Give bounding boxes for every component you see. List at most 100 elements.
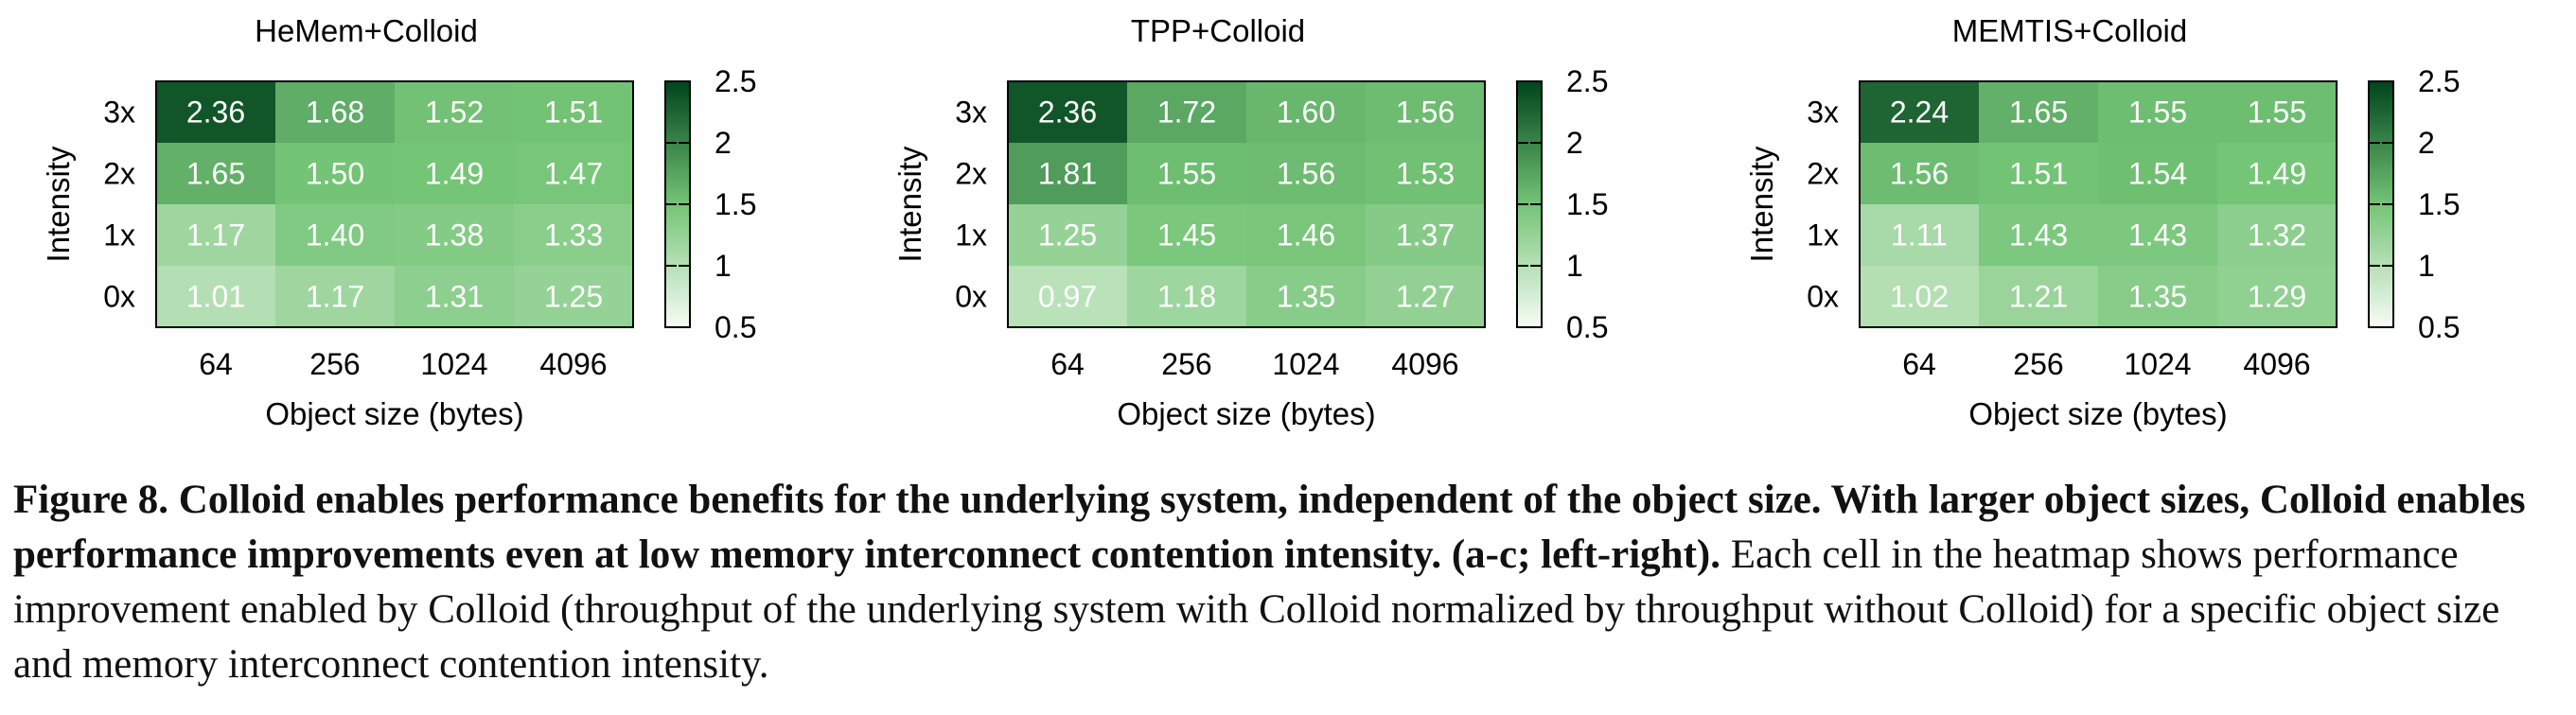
heatmap-cell: [2098, 204, 2217, 266]
colorbar-tick-label: 1: [2418, 249, 2435, 283]
figure-caption: Figure 8. Colloid enables performance be…: [13, 473, 2563, 692]
cell-value-label: 1.50: [306, 157, 364, 191]
cell-value-label: 1.40: [306, 218, 364, 253]
colorbar-tick-label: 2: [1566, 126, 1583, 160]
y-tick-label: 0x: [955, 280, 987, 314]
x-tick-label: 256: [309, 347, 360, 381]
cell-value-label: 1.46: [1277, 218, 1335, 253]
cell-value-label: 1.35: [2128, 280, 2187, 314]
x-tick-label: 4096: [1391, 347, 1458, 381]
cell-value-label: 1.49: [2248, 157, 2306, 191]
heatmap-cell: [2098, 143, 2217, 204]
cell-value-label: 1.49: [425, 157, 484, 191]
heatmap-cell: [395, 143, 514, 204]
x-tick-label: 64: [1902, 347, 1936, 381]
caption-bold: Figure 8. Colloid enables performance be…: [13, 478, 2526, 577]
x-tick-label: 1024: [420, 347, 487, 381]
heatmap-cell: [1366, 204, 1485, 266]
x-axis-label: Object size (bytes): [265, 396, 523, 431]
y-tick-label: 1x: [103, 218, 135, 253]
x-tick-label: 4096: [2243, 347, 2310, 381]
x-tick-label: 256: [1161, 347, 1211, 381]
heatmap-cell: [2217, 81, 2337, 143]
cell-value-label: 1.56: [1396, 96, 1455, 130]
heatmap-cell: [2098, 81, 2217, 143]
cell-value-label: 1.17: [186, 218, 245, 253]
y-tick-label: 3x: [955, 96, 987, 130]
heatmap-cell: [1246, 204, 1366, 266]
heatmap-cell: [2217, 143, 2337, 204]
heatmap-cell: [1366, 81, 1485, 143]
colorbar-tick-label: 0.5: [2418, 310, 2460, 344]
heatmap-cell: [514, 143, 633, 204]
caption-text: Each cell in the heatmap shows performan…: [13, 532, 2500, 687]
heatmap-cell: [1008, 143, 1127, 204]
colorbar-tick-label: 2.5: [2418, 64, 2460, 98]
heatmap-cell: [1366, 143, 1485, 204]
heatmap-cell: [1860, 266, 1979, 327]
colorbar-tick-label: 0.5: [1566, 310, 1608, 344]
chart-title: TPP+Colloid: [1131, 13, 1305, 48]
heatmap-cell: [2217, 204, 2337, 266]
cell-value-label: 1.35: [1277, 280, 1335, 314]
cell-value-label: 1.51: [544, 96, 603, 130]
cell-value-label: 1.37: [1396, 218, 1455, 253]
cell-value-label: 1.45: [1157, 218, 1216, 253]
cell-value-label: 1.43: [2009, 218, 2068, 253]
cell-value-label: 1.54: [2128, 157, 2187, 191]
colorbar-tick-label: 1.5: [2418, 187, 2460, 221]
cell-value-label: 1.56: [1277, 157, 1335, 191]
cell-value-label: 1.55: [2248, 96, 2306, 130]
heatmap-cell: [275, 204, 395, 266]
cell-value-label: 1.31: [425, 280, 484, 314]
colorbar-tick-label: 1.5: [715, 187, 756, 221]
cell-value-label: 2.24: [1890, 96, 1949, 130]
heatmap-cell: [156, 204, 275, 266]
heatmap-cell: [1008, 266, 1127, 327]
heatmap-panel-tpp: TPP+Colloid 2.36 1.72 1.60 1.56 1.81 1.55 1.56 1…: [892, 13, 1608, 431]
y-axis-label: Intensity: [1744, 146, 1779, 262]
cell-value-label: 0.97: [1038, 280, 1097, 314]
y-tick-label: 1x: [1807, 218, 1839, 253]
heatmap-cell: [514, 266, 633, 327]
chart-title: HeMem+Colloid: [255, 13, 478, 48]
cell-value-label: 1.65: [2009, 96, 2068, 130]
colorbar-tick-label: 1: [715, 249, 732, 283]
cell-value-label: 1.60: [1277, 96, 1335, 130]
y-tick-label: 1x: [955, 218, 987, 253]
heatmap-cell: [395, 266, 514, 327]
heatmap-border: [155, 80, 634, 328]
heatmap-border: [1007, 80, 1486, 328]
cell-value-label: 1.56: [1890, 157, 1949, 191]
x-axis-label: Object size (bytes): [1117, 396, 1375, 431]
x-axis-label: Object size (bytes): [1968, 396, 2227, 431]
heatmap-cell: [1127, 143, 1246, 204]
cell-value-label: 1.68: [306, 96, 364, 130]
heatmap-cell: [1979, 81, 2098, 143]
y-tick-label: 2x: [1807, 157, 1839, 191]
cell-value-label: 2.36: [1038, 96, 1097, 130]
cell-value-label: 1.51: [2009, 157, 2068, 191]
colorbar-tick-label: 1: [1566, 249, 1583, 283]
cell-value-label: 1.18: [1157, 280, 1216, 314]
heatmap-cell: [514, 204, 633, 266]
cell-value-label: 1.53: [1396, 157, 1455, 191]
x-tick-label: 1024: [1272, 347, 1339, 381]
heatmap-cell: [2217, 266, 2337, 327]
cell-value-label: 1.25: [1038, 218, 1097, 253]
heatmap-cell: [1979, 266, 2098, 327]
heatmap-cell: [1008, 204, 1127, 266]
cell-value-label: 1.65: [186, 157, 245, 191]
cell-value-label: 1.11: [1891, 218, 1948, 253]
cell-value-label: 1.33: [544, 218, 603, 253]
figure: HeMem+Colloid 2.36 1.68 1.52 1.51 1.65 1.50 1.4…: [41, 13, 2460, 431]
x-tick-label: 256: [2013, 347, 2063, 381]
cell-value-label: 1.01: [186, 280, 245, 314]
y-tick-label: 0x: [103, 280, 135, 314]
heatmap-cell: [1127, 81, 1246, 143]
cell-value-label: 1.38: [425, 218, 484, 253]
cell-value-label: 1.21: [2009, 280, 2068, 314]
cell-value-label: 1.55: [1157, 157, 1216, 191]
heatmap-cell: [395, 204, 514, 266]
